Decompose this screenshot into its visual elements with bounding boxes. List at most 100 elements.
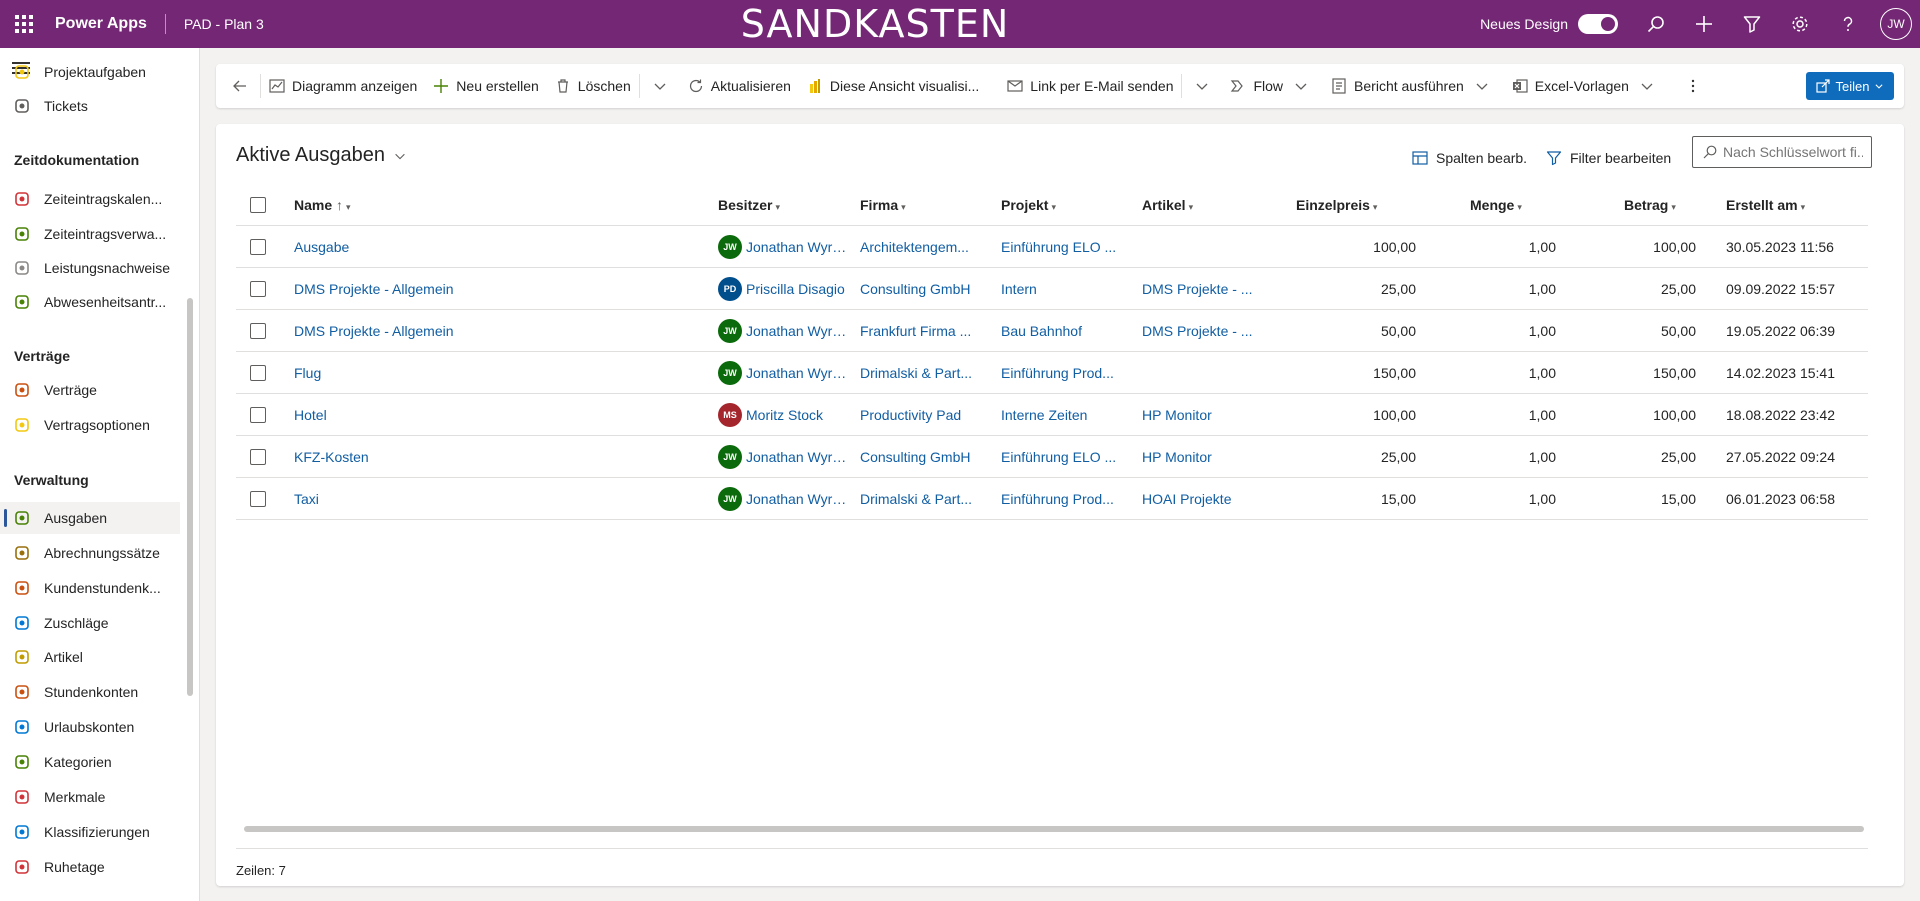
app-launcher-button[interactable] xyxy=(0,0,48,48)
run-report-button[interactable]: Bericht ausführen xyxy=(1323,64,1504,108)
edit-filters-button[interactable]: Filter bearbeiten xyxy=(1546,144,1671,172)
view-selector[interactable]: Aktive Ausgaben xyxy=(236,144,407,167)
cell-project[interactable]: Einführung Prod... xyxy=(1001,491,1114,507)
table-row[interactable]: JW KFZ-Kosten Jonathan Wyrwi... Consulting … xyxy=(236,436,1868,478)
select-all-checkbox[interactable] xyxy=(250,197,266,213)
cell-name[interactable]: KFZ-Kosten xyxy=(294,449,369,465)
column-header-company[interactable]: Firma ▾ xyxy=(860,197,906,213)
cell-project[interactable]: Bau Bahnhof xyxy=(1001,323,1082,339)
email-dropdown[interactable] xyxy=(1182,64,1222,108)
column-header-name[interactable]: Name ↑ ▾ xyxy=(294,197,351,213)
sidebar-item[interactable]: Ruhetage xyxy=(0,851,180,883)
visualize-view-button[interactable]: Diese Ansicht visualisi... xyxy=(799,64,987,108)
excel-templates-button[interactable]: Excel-Vorlagen xyxy=(1504,64,1669,108)
cell-company[interactable]: Frankfurt Firma ... xyxy=(860,323,972,339)
cell-company[interactable]: Productivity Pad xyxy=(860,407,962,423)
cell-article[interactable] xyxy=(1142,352,1268,394)
cell-owner[interactable]: Jonathan Wyrwi... xyxy=(746,239,856,255)
cell-name[interactable]: Taxi xyxy=(294,491,319,507)
cell-company[interactable]: Architektengem... xyxy=(860,239,969,255)
cell-article[interactable]: HOAI Projekte xyxy=(1142,491,1232,507)
row-checkbox[interactable] xyxy=(250,491,266,507)
sidebar-scrollbar[interactable] xyxy=(187,298,193,696)
column-header-amount[interactable]: Betrag ▾ xyxy=(1624,197,1676,213)
cell-article[interactable] xyxy=(1142,226,1268,268)
sidebar-item[interactable]: Zeiteintragsverwa... xyxy=(0,218,180,250)
cell-owner[interactable]: Jonathan Wyrwi... xyxy=(746,323,856,339)
row-checkbox[interactable] xyxy=(250,239,266,255)
cell-name[interactable]: DMS Projekte - Allgemein xyxy=(294,281,454,297)
sidebar-item[interactable]: Leistungsnachweise xyxy=(0,252,180,284)
back-button[interactable] xyxy=(216,64,260,108)
row-checkbox[interactable] xyxy=(250,281,266,297)
sidebar-item[interactable]: Stundenkonten xyxy=(0,676,180,708)
cell-company[interactable]: Consulting GmbH xyxy=(860,449,971,465)
email-link-button[interactable]: Link per E-Mail senden xyxy=(999,64,1181,108)
sidebar-item[interactable]: Klassifizierungen xyxy=(0,816,180,848)
sidebar-item[interactable]: Tickets xyxy=(0,90,180,122)
cell-article[interactable]: DMS Projekte - ... xyxy=(1142,281,1253,297)
flow-button[interactable]: Flow xyxy=(1222,64,1323,108)
cell-owner[interactable]: Jonathan Wyrwi... xyxy=(746,365,856,381)
row-checkbox[interactable] xyxy=(250,323,266,339)
table-row[interactable]: JW DMS Projekte - Allgemein Jonathan Wyrwi… xyxy=(236,310,1868,352)
column-header-article[interactable]: Artikel ▾ xyxy=(1142,197,1194,213)
cell-name[interactable]: DMS Projekte - Allgemein xyxy=(294,323,454,339)
cell-company[interactable]: Drimalski & Part... xyxy=(860,491,973,507)
column-header-project[interactable]: Projekt ▾ xyxy=(1001,197,1056,213)
keyword-search-input[interactable] xyxy=(1723,144,1863,160)
new-record-button[interactable]: Neu erstellen xyxy=(425,64,547,108)
row-checkbox[interactable] xyxy=(250,407,266,423)
keyword-search-box[interactable] xyxy=(1692,136,1872,168)
delete-button[interactable]: Löschen xyxy=(547,64,639,108)
sidebar-item[interactable]: Ausgaben xyxy=(0,502,180,534)
sidebar-item[interactable]: Projektaufgaben xyxy=(0,56,180,88)
sidebar-item[interactable]: Vertragsoptionen xyxy=(0,409,180,441)
sidebar-item[interactable]: Artikel xyxy=(0,641,180,673)
sidebar-item[interactable]: Abwesenheitsantr... xyxy=(0,286,180,318)
cell-owner[interactable]: Jonathan Wyrwi... xyxy=(746,491,856,507)
cell-name[interactable]: Flug xyxy=(294,365,322,381)
sidebar-item[interactable]: Urlaubskonten xyxy=(0,711,180,743)
sidebar-item[interactable]: Zeiteintragskalen... xyxy=(0,183,180,215)
cell-name[interactable]: Ausgabe xyxy=(294,239,350,255)
refresh-button[interactable]: Aktualisieren xyxy=(680,64,799,108)
table-row[interactable]: PD DMS Projekte - Allgemein Priscilla Disa… xyxy=(236,268,1868,310)
cell-project[interactable]: Einführung ELO ... xyxy=(1001,449,1117,465)
settings-button[interactable] xyxy=(1776,0,1824,48)
row-checkbox[interactable] xyxy=(250,365,266,381)
edit-columns-button[interactable]: Spalten bearb. xyxy=(1412,144,1527,172)
app-name[interactable]: Power Apps xyxy=(55,15,147,32)
show-chart-button[interactable]: Diagramm anzeigen xyxy=(261,64,425,108)
cell-owner[interactable]: Priscilla Disagio xyxy=(746,281,845,297)
cell-project[interactable]: Intern xyxy=(1001,281,1037,297)
cell-article[interactable]: DMS Projekte - ... xyxy=(1142,323,1253,339)
cell-company[interactable]: Consulting GmbH xyxy=(860,281,971,297)
cell-article[interactable]: HP Monitor xyxy=(1142,407,1212,423)
cell-project[interactable]: Interne Zeiten xyxy=(1001,407,1088,423)
new-design-toggle[interactable] xyxy=(1578,14,1618,34)
cell-owner[interactable]: Jonathan Wyrwi... xyxy=(746,449,856,465)
column-header-unit-price[interactable]: Einzelpreis ▾ xyxy=(1296,197,1378,213)
table-row[interactable]: JW Flug Jonathan Wyrwi... Drimalski & Part.… xyxy=(236,352,1868,394)
search-button[interactable] xyxy=(1632,0,1680,48)
new-button[interactable] xyxy=(1680,0,1728,48)
sidebar-item[interactable]: Kundenstundenk... xyxy=(0,572,180,604)
sidebar-item[interactable]: Verträge xyxy=(0,374,180,406)
more-commands-dropdown[interactable] xyxy=(640,64,680,108)
cell-article[interactable]: HP Monitor xyxy=(1142,449,1212,465)
cell-name[interactable]: Hotel xyxy=(294,407,327,423)
sidebar-item[interactable]: Zuschläge xyxy=(0,607,180,639)
filter-button[interactable] xyxy=(1728,0,1776,48)
sidebar-item[interactable]: Merkmale xyxy=(0,781,180,813)
help-button[interactable] xyxy=(1824,0,1872,48)
column-header-owner[interactable]: Besitzer ▾ xyxy=(718,197,780,213)
share-button[interactable]: Teilen xyxy=(1806,72,1894,100)
table-row[interactable]: JW Taxi Jonathan Wyrwi... Drimalski & Part.… xyxy=(236,478,1868,520)
sidebar-item[interactable]: Kategorien xyxy=(0,746,180,778)
column-header-created[interactable]: Erstellt am ▾ xyxy=(1726,197,1806,213)
table-row[interactable]: MS Hotel Moritz Stock Productivity Pad Inter… xyxy=(236,394,1868,436)
column-header-quantity[interactable]: Menge ▾ xyxy=(1470,197,1522,213)
horizontal-scrollbar[interactable] xyxy=(244,826,1864,832)
table-row[interactable]: JW Ausgabe Jonathan Wyrwi... Architektengem… xyxy=(236,226,1868,268)
